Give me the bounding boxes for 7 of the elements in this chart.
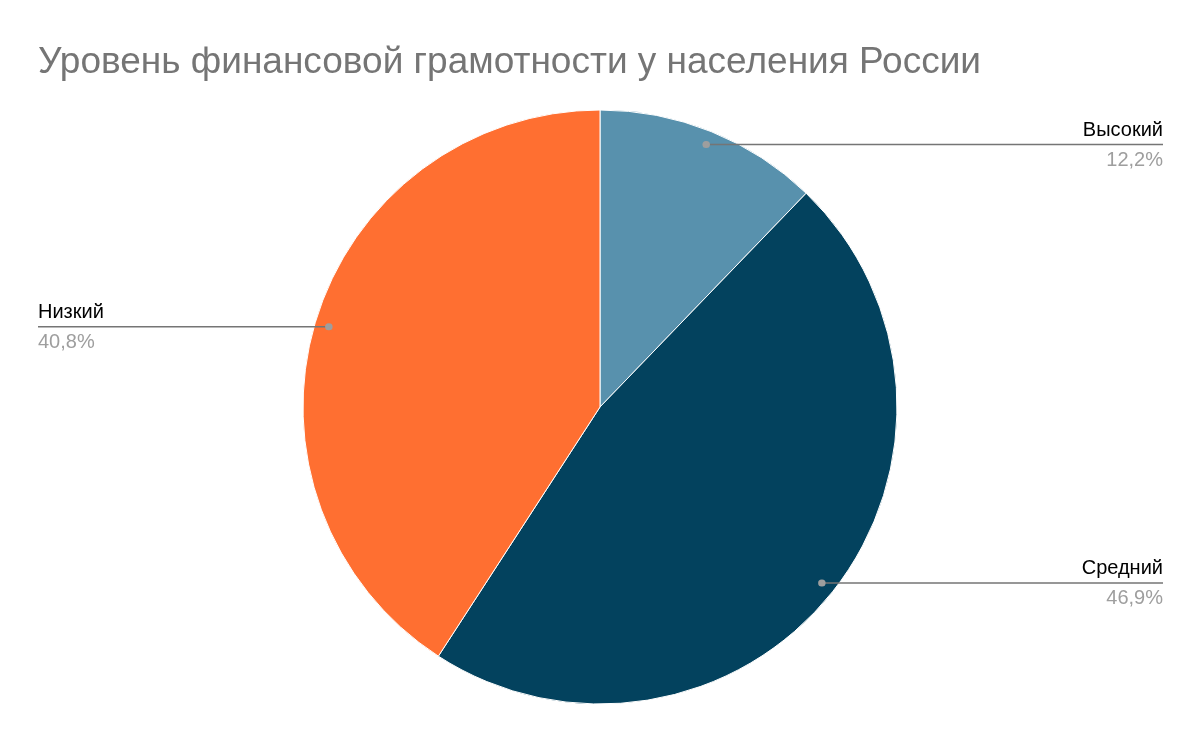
data-label: 12,2% (1106, 147, 1164, 170)
data-label: 46,9% (1106, 586, 1164, 609)
slice-label: Низкий (38, 299, 104, 322)
slice-label: Средний (1081, 556, 1163, 579)
data-label: 40,8% (38, 329, 95, 352)
slice-label: Высокий (1082, 117, 1163, 140)
chart-title: Уровень финансовой грамотности у населения России (38, 40, 982, 81)
